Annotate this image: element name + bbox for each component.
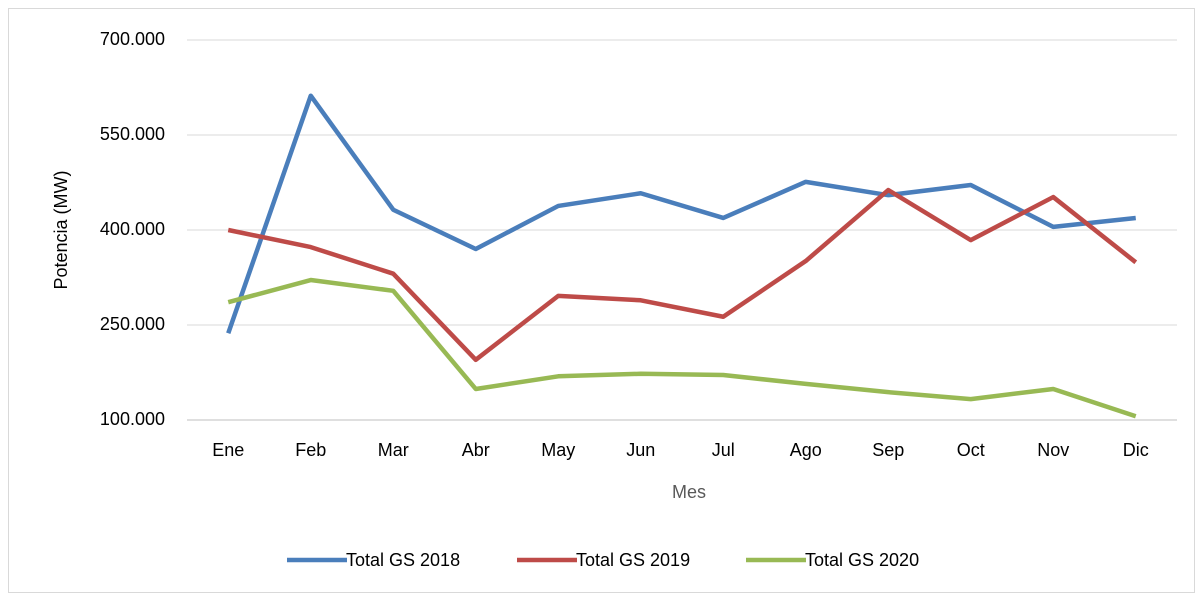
x-tick-label: Feb [295, 440, 326, 460]
x-tick-label: Abr [462, 440, 490, 460]
y-tick-label: 100.000 [100, 409, 165, 429]
series-line [227, 187, 1138, 363]
y-axis-title: Potencia (MW) [51, 170, 71, 289]
x-tick-label: May [541, 440, 575, 460]
x-tick-label: Ago [790, 440, 822, 460]
x-tick-label: Jul [712, 440, 735, 460]
x-axis-title: Mes [672, 482, 706, 502]
x-tick-label: Jun [626, 440, 655, 460]
legend-label: Total GS 2019 [576, 550, 690, 570]
series-line [226, 93, 1136, 334]
y-tick-label: 700.000 [100, 29, 165, 49]
x-tick-label: Ene [212, 440, 244, 460]
chart-border [8, 8, 1195, 593]
y-tick-label: 250.000 [100, 314, 165, 334]
x-tick-label: Dic [1123, 440, 1149, 460]
legend-label: Total GS 2018 [346, 550, 460, 570]
x-tick-label: Oct [957, 440, 985, 460]
x-tick-label: Sep [872, 440, 904, 460]
legend-label: Total GS 2020 [805, 550, 919, 570]
x-tick-label: Mar [378, 440, 409, 460]
x-tick-label: Nov [1037, 440, 1069, 460]
series-line [227, 277, 1137, 419]
y-tick-label: 400.000 [100, 219, 165, 239]
y-tick-label: 550.000 [100, 124, 165, 144]
